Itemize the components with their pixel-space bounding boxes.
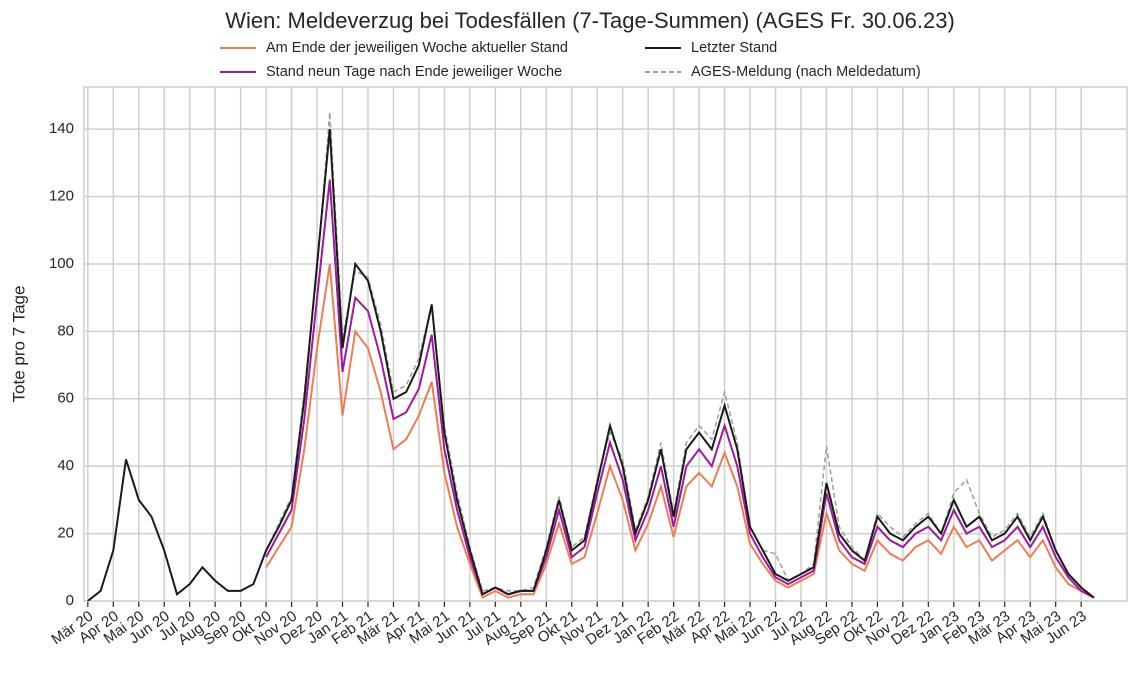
plot-frame <box>83 86 1128 602</box>
y-tick-label: 40 <box>57 457 74 474</box>
chart-title: Wien: Meldeverzug bei Todesfällen (7-Tag… <box>225 8 955 33</box>
series-line <box>87 129 1095 601</box>
series-line <box>265 179 1095 599</box>
legend-label: Letzter Stand <box>691 40 777 56</box>
legend-label: Stand neun Tage nach Ende jeweiliger Woc… <box>266 64 562 80</box>
y-tick-label: 20 <box>57 525 74 542</box>
y-tick-label: 0 <box>66 592 74 609</box>
legend-label: Am Ende der jeweiligen Woche aktueller S… <box>266 40 568 56</box>
y-tick-label: 120 <box>49 188 74 205</box>
y-tick-label: 100 <box>49 255 74 272</box>
y-tick-label: 60 <box>57 390 74 407</box>
series-line <box>265 263 1095 600</box>
y-tick-label: 140 <box>49 120 74 137</box>
y-axis-label: Tote pro 7 Tage <box>9 286 28 403</box>
legend-label: AGES-Meldung (nach Meldedatum) <box>691 64 921 80</box>
y-tick-label: 80 <box>57 322 74 339</box>
series-line <box>265 112 1095 599</box>
